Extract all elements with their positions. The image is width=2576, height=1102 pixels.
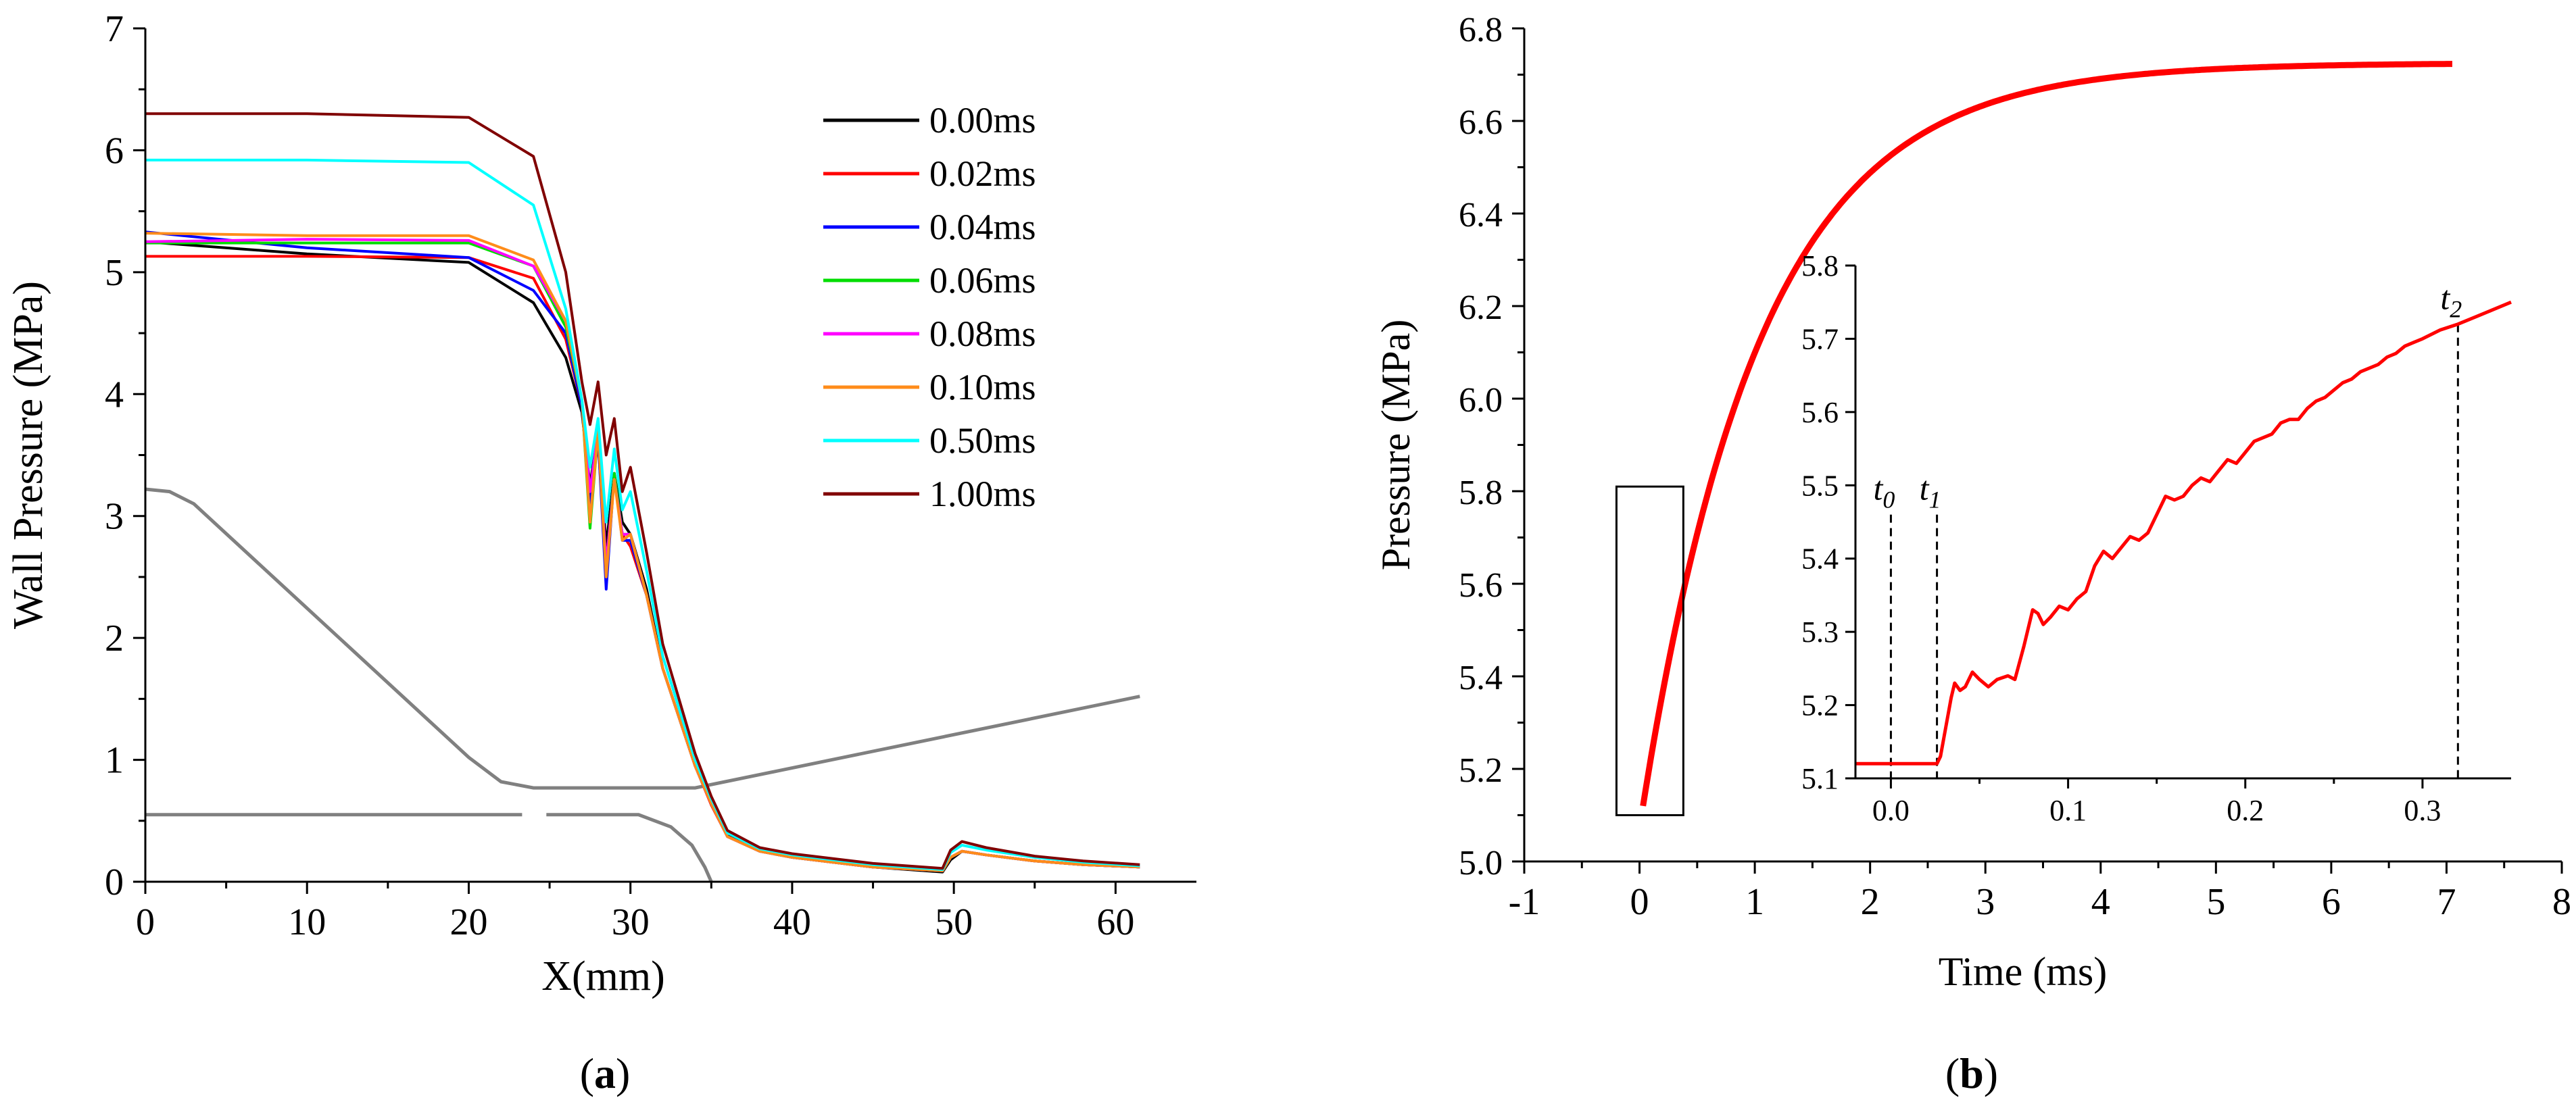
y-tick-label: 5.0 [1459, 844, 1503, 882]
caption-a: (a) [580, 1049, 631, 1097]
x-tick-label: -1 [1509, 881, 1540, 923]
inset-x-tick-label: 0.0 [1872, 794, 1910, 827]
legend-label: 1.00ms [929, 474, 1036, 514]
legend-label: 0.10ms [929, 367, 1036, 407]
inset-y-tick-label: 5.1 [1801, 762, 1839, 795]
x-tick-label: 10 [288, 901, 326, 943]
legend-label: 0.08ms [929, 314, 1036, 354]
y-tick-label: 2 [105, 618, 124, 659]
legend-label: 0.02ms [929, 153, 1036, 194]
inset-y-tick-label: 5.8 [1801, 249, 1839, 282]
y-tick-label: 5.8 [1459, 474, 1503, 512]
inset-background [1855, 266, 2511, 778]
legend: 0.00ms 0.02ms 0.04ms 0.06ms 0.08ms 0.10ms 0.50… [823, 100, 1036, 514]
inset-x-tick-label: 0.3 [2404, 794, 2441, 827]
x-tick-label: 5 [2206, 881, 2225, 923]
y-tick-label: 6 [105, 130, 124, 172]
y-tick-label: 6.6 [1459, 103, 1503, 142]
marker-label-t0: t0 [1873, 470, 1895, 514]
x-tick-label: 0 [136, 901, 155, 943]
x-tick-label: 40 [773, 901, 811, 943]
x-tick-label: 4 [2091, 881, 2110, 923]
pressure-curve [1640, 61, 2453, 807]
x-tick-label: 6 [2322, 881, 2341, 923]
panel-a: 0 10 20 30 40 50 60 0 1 2 3 4 5 6 7 X(mm) Wall Pressure … [5, 8, 1196, 999]
y-tick-label: 6.8 [1459, 11, 1503, 49]
marker-label-t2: t2 [2440, 279, 2462, 323]
y-tick-label: 6.4 [1459, 196, 1503, 234]
y-tick-label: 1 [105, 740, 124, 782]
panel-b: -1 0 1 2 3 4 5 6 7 8 5.0 5.2 5.4 5.6 5.8 6.0 6.2 6.4 6.6 6.… [1374, 11, 2571, 994]
legend-label: 0.04ms [929, 207, 1036, 247]
x-tick-label: 7 [2437, 881, 2456, 923]
inset-chart: t0 t1 t2 0.0 0.1 0.2 0.3 5.1 5.2 5.3 5.4 5.5 5.6 5.7 5… [1801, 249, 2512, 827]
y-tick-label: 5.4 [1459, 659, 1503, 697]
x-tick-label: 3 [1976, 881, 1995, 923]
y-axis-label: Pressure (MPa) [1374, 320, 1418, 571]
y-tick-label: 5.2 [1459, 751, 1503, 790]
x-tick-label: 50 [935, 901, 973, 943]
y-tick-label: 6.2 [1459, 289, 1503, 327]
series-line-0.50ms [145, 158, 1140, 871]
inset-y-tick-label: 5.4 [1801, 543, 1839, 576]
x-tick-label: 0 [1630, 881, 1649, 923]
inset-y-tick-label: 5.3 [1801, 616, 1839, 649]
inset-x-tick-label: 0.1 [2049, 794, 2087, 827]
y-tick-label: 6.0 [1459, 381, 1503, 420]
zoom-box [1615, 485, 1684, 817]
caption-b: (b) [1945, 1049, 1998, 1097]
y-tick-label: 7 [105, 8, 124, 50]
legend-label: 0.00ms [929, 100, 1036, 141]
geometry-centerbody-right [546, 813, 713, 883]
inset-y-tick-label: 5.5 [1801, 469, 1839, 502]
x-axis-label: Time (ms) [1939, 949, 2108, 994]
series-line-1.00ms [145, 112, 1140, 870]
x-tick-label: 60 [1096, 901, 1134, 943]
x-tick-label: 2 [1861, 881, 1880, 923]
x-tick-label: 20 [449, 901, 487, 943]
x-tick-label: 8 [2552, 881, 2571, 923]
x-axis-label: X(mm) [541, 953, 665, 999]
geometry-upper-wall [145, 487, 1140, 790]
y-tick-label: 5 [105, 252, 124, 294]
inset-y-tick-label: 5.7 [1801, 322, 1839, 355]
legend-label: 0.50ms [929, 420, 1036, 461]
marker-label-t1: t1 [1920, 470, 1941, 514]
y-tick-label: 0 [105, 861, 124, 903]
y-axis-label: Wall Pressure (MPa) [5, 281, 51, 629]
y-tick-label: 5.6 [1459, 566, 1503, 605]
inset-pressure-curve [1855, 300, 2512, 766]
x-tick-label: 30 [612, 901, 650, 943]
inset-y-tick-label: 5.6 [1801, 396, 1839, 429]
x-tick-label: 1 [1745, 881, 1764, 923]
legend-label: 0.06ms [929, 260, 1036, 301]
inset-y-tick-label: 5.2 [1801, 689, 1839, 722]
series-line-0.10ms [145, 232, 1140, 872]
y-tick-label: 3 [105, 496, 124, 538]
y-tick-label: 4 [105, 374, 124, 416]
inset-x-tick-label: 0.2 [2227, 794, 2264, 827]
